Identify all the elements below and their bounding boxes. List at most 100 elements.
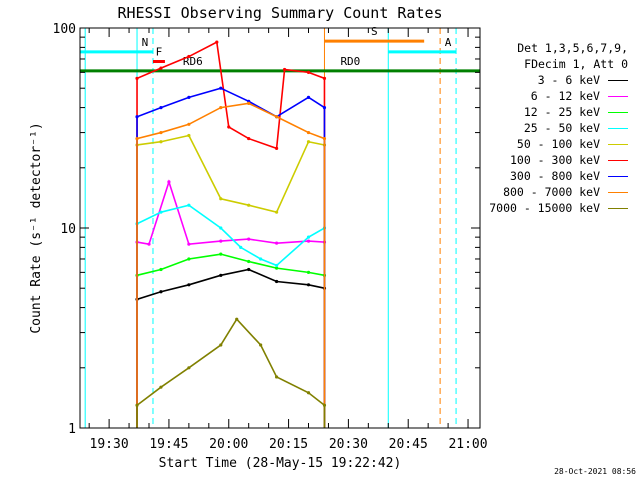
flag-lines: NF RD6 RD0 S A bbox=[80, 25, 480, 428]
legend-swatch bbox=[608, 112, 628, 113]
plot-frame bbox=[79, 27, 481, 429]
series-point bbox=[306, 270, 311, 274]
series-point bbox=[306, 235, 311, 239]
series-point bbox=[275, 115, 279, 119]
series-line-5 bbox=[136, 40, 326, 428]
flag-label-a: A bbox=[445, 36, 452, 49]
series-point bbox=[135, 76, 139, 80]
series-point bbox=[135, 115, 139, 119]
series-point bbox=[306, 283, 311, 287]
series-point bbox=[306, 70, 311, 74]
legend-swatch bbox=[608, 80, 628, 81]
series-point bbox=[247, 203, 251, 207]
series-point bbox=[306, 140, 311, 144]
series-line-8 bbox=[136, 317, 326, 428]
x-tick-label: 19:30 bbox=[90, 437, 129, 452]
x-axis-label: Start Time (28-May-15 19:22:42) bbox=[159, 456, 402, 471]
series-point bbox=[159, 130, 163, 135]
x-tick-label: 20:30 bbox=[329, 437, 368, 452]
series-point bbox=[219, 343, 223, 347]
series-point bbox=[247, 136, 251, 141]
series-point bbox=[275, 375, 279, 379]
series-line-7 bbox=[136, 102, 326, 428]
series-point bbox=[275, 241, 279, 245]
series-point bbox=[187, 257, 191, 261]
series-point bbox=[187, 95, 191, 99]
timestamp: 28-Oct-2021 08:56 bbox=[554, 467, 636, 476]
legend-swatch bbox=[608, 192, 628, 193]
series-point bbox=[187, 242, 191, 246]
x-axis: 19:30 19:45 20:00 20:15 20:30 20:45 21:00 bbox=[88, 28, 488, 452]
flag-label-f: F bbox=[156, 45, 163, 58]
series-point bbox=[322, 136, 327, 141]
series-point bbox=[219, 273, 223, 277]
flag-label-rd6: RD6 bbox=[183, 55, 203, 68]
series-point bbox=[247, 101, 251, 105]
legend-item: 7000 - 15000 keV bbox=[472, 200, 638, 216]
legend-label: 50 - 100 keV bbox=[516, 137, 600, 151]
series-group bbox=[135, 40, 327, 428]
flag-label-s: S bbox=[371, 25, 378, 38]
flag-label-rd0: RD0 bbox=[340, 55, 360, 68]
series-point bbox=[306, 95, 311, 99]
series-line-2 bbox=[136, 253, 326, 428]
series-line-0 bbox=[136, 268, 326, 428]
series-line-6 bbox=[136, 87, 326, 428]
series-point bbox=[219, 86, 223, 90]
series-point bbox=[135, 136, 139, 141]
series-point bbox=[187, 133, 191, 138]
legend-label: 7000 - 15000 keV bbox=[489, 201, 600, 215]
legend-label: 100 - 300 keV bbox=[509, 153, 600, 167]
series-point bbox=[215, 40, 219, 44]
series-point bbox=[275, 266, 279, 270]
series-point bbox=[275, 146, 279, 151]
legend-swatch bbox=[608, 160, 628, 161]
legend-swatch bbox=[608, 128, 628, 129]
legend-label: 6 - 12 keV bbox=[530, 89, 600, 103]
x-tick-label: 21:00 bbox=[448, 437, 487, 452]
x-tick-label: 19:45 bbox=[149, 437, 188, 452]
series-point bbox=[159, 140, 163, 144]
series-point bbox=[219, 252, 223, 256]
series-point bbox=[247, 237, 251, 241]
x-tick-label: 20:00 bbox=[209, 437, 248, 452]
legend-item: 300 - 800 keV bbox=[472, 168, 638, 184]
series-point bbox=[159, 66, 163, 70]
legend: Det 1,3,5,6,7,9, FDecim 1, Att 0 3 - 6 k… bbox=[472, 40, 638, 216]
series-line-1 bbox=[136, 179, 326, 428]
flag-label-n: N bbox=[142, 36, 149, 49]
legend-swatch bbox=[608, 208, 628, 209]
series-point bbox=[159, 267, 163, 272]
series-point bbox=[322, 403, 327, 407]
series-point bbox=[227, 125, 231, 129]
series-point bbox=[306, 391, 311, 395]
series-point bbox=[322, 105, 327, 110]
y-tick-label: 10 bbox=[60, 222, 76, 237]
series-point bbox=[159, 385, 163, 389]
legend-label: 25 - 50 keV bbox=[523, 121, 600, 135]
series-point bbox=[187, 203, 191, 207]
series-point bbox=[167, 180, 171, 184]
x-tick-label: 20:15 bbox=[269, 437, 308, 452]
x-tick-label: 20:45 bbox=[389, 437, 428, 452]
legend-item: 12 - 25 keV bbox=[472, 104, 638, 120]
series-point bbox=[282, 67, 287, 72]
legend-item: 50 - 100 keV bbox=[472, 136, 638, 152]
legend-label: 800 - 7000 keV bbox=[503, 185, 600, 199]
legend-item: 25 - 50 keV bbox=[472, 120, 638, 136]
y-axis: 1 10 100 bbox=[53, 22, 480, 437]
series-line-4 bbox=[136, 134, 326, 428]
series-point bbox=[306, 239, 311, 243]
legend-header-line-1: Det 1,3,5,6,7,9, bbox=[517, 41, 628, 55]
series-point bbox=[187, 283, 191, 287]
legend-item: 800 - 7000 keV bbox=[472, 184, 638, 200]
series-point bbox=[306, 130, 311, 135]
series-point bbox=[147, 242, 151, 246]
series-point bbox=[187, 366, 191, 370]
series-point bbox=[187, 54, 191, 59]
series-point bbox=[259, 257, 263, 261]
y-tick-label: 100 bbox=[53, 22, 76, 37]
series-point bbox=[219, 197, 223, 201]
legend-label: 12 - 25 keV bbox=[523, 105, 600, 119]
